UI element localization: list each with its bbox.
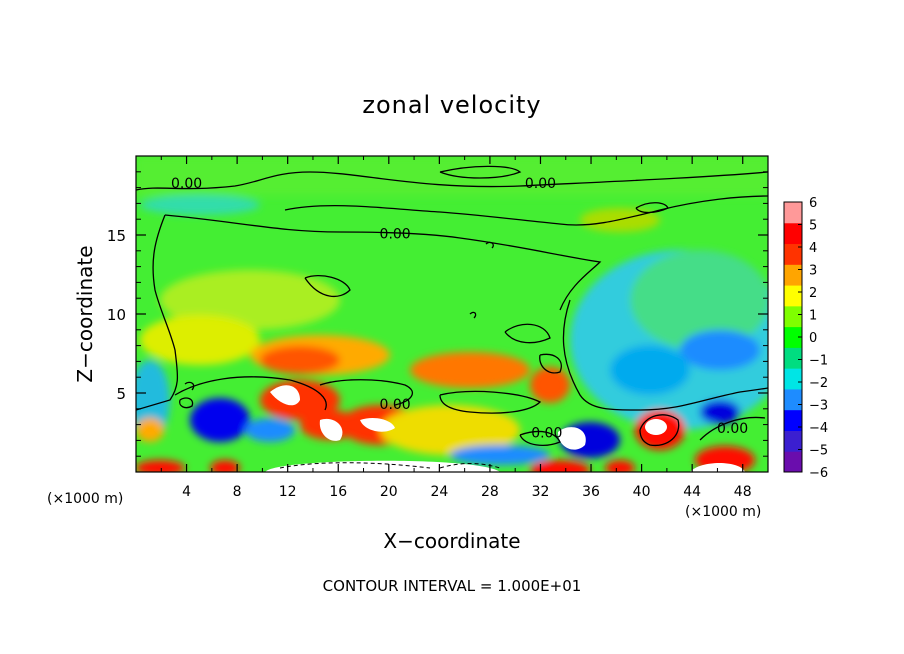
colorbar-swatch (784, 326, 802, 348)
colorbar-swatch (784, 285, 802, 307)
y-axis-label: Z−coordinate (73, 245, 97, 382)
contour-label: 0.00 (380, 226, 411, 242)
x-tick-label: 44 (683, 484, 701, 500)
x-tick-label: 36 (582, 484, 600, 500)
x-tick-label: 8 (233, 484, 242, 500)
contour-label: 0.00 (717, 421, 748, 437)
x-tick-label: 32 (532, 484, 550, 500)
colorbar-swatch (784, 222, 802, 245)
contour-label: 0.00 (171, 176, 202, 192)
contour-interval-note: CONTOUR INTERVAL = 1.000E+01 (323, 577, 582, 595)
colorbar-tick-label: 5 (809, 219, 817, 234)
contour-label: 0.00 (525, 176, 556, 192)
x-tick-label: 16 (329, 484, 347, 500)
colorbar-swatch (784, 388, 802, 411)
colorbar-tick-label: −6 (809, 466, 828, 481)
colorbar-swatch (784, 430, 802, 452)
heatmap-field (136, 156, 768, 472)
negative-contours (279, 462, 501, 469)
x-axis-ticks: 4 8 12 16 20 24 28 32 36 40 44 48 (160, 156, 752, 500)
colorbar-swatch (784, 409, 802, 431)
x-axis-unit-left: (×1000 m) (47, 491, 123, 507)
contour-labels: 0.00 0.00 0.00 0.00 0.00 0.00 (171, 176, 748, 442)
contour-lines (136, 165, 768, 447)
x-tick-label: 40 (633, 484, 651, 500)
x-axis-label: X−coordinate (383, 529, 520, 553)
chart-title: zonal velocity (362, 91, 541, 119)
colorbar: 6 5 4 3 2 1 0 −1 −2 −3 −4 −5 −6 (783, 196, 828, 481)
y-tick-label: 10 (107, 306, 126, 324)
colorbar-swatch (784, 264, 802, 286)
colorbar-swatch (784, 451, 802, 473)
y-tick-label: 5 (116, 385, 126, 403)
colorbar-tick-label: 2 (809, 286, 817, 301)
x-tick-label: 4 (182, 484, 191, 500)
colorbar-tick-label: −3 (809, 399, 828, 414)
x-tick-label: 48 (734, 484, 752, 500)
colorbar-tick-label: 4 (809, 241, 817, 256)
colorbar-tick-label: −5 (809, 444, 828, 459)
colorbar-tick-label: −4 (809, 421, 828, 436)
y-axis-ticks: 5 10 15 (107, 171, 768, 457)
colorbar-tick-label: −2 (809, 376, 828, 391)
x-tick-label: 24 (430, 484, 448, 500)
x-tick-label: 20 (380, 484, 398, 500)
x-axis-unit-right: (×1000 m) (685, 504, 761, 520)
colorbar-swatch (784, 305, 802, 328)
contour-label: 0.00 (380, 397, 411, 413)
colorbar-swatch (784, 243, 802, 265)
colorbar-tick-label: 1 (809, 309, 817, 324)
y-tick-label: 15 (107, 227, 126, 245)
colorbar-tick-label: 6 (809, 196, 817, 211)
contour-label: 0.00 (531, 426, 562, 442)
colorbar-swatch (784, 202, 802, 224)
colorbar-tick-label: 3 (809, 264, 817, 279)
colorbar-tick-label: −1 (809, 354, 828, 369)
colorbar-swatch (784, 347, 802, 369)
x-tick-label: 12 (279, 484, 297, 500)
colorbar-tick-label: 0 (809, 331, 817, 346)
colorbar-swatch (784, 368, 802, 390)
x-tick-label: 28 (481, 484, 499, 500)
